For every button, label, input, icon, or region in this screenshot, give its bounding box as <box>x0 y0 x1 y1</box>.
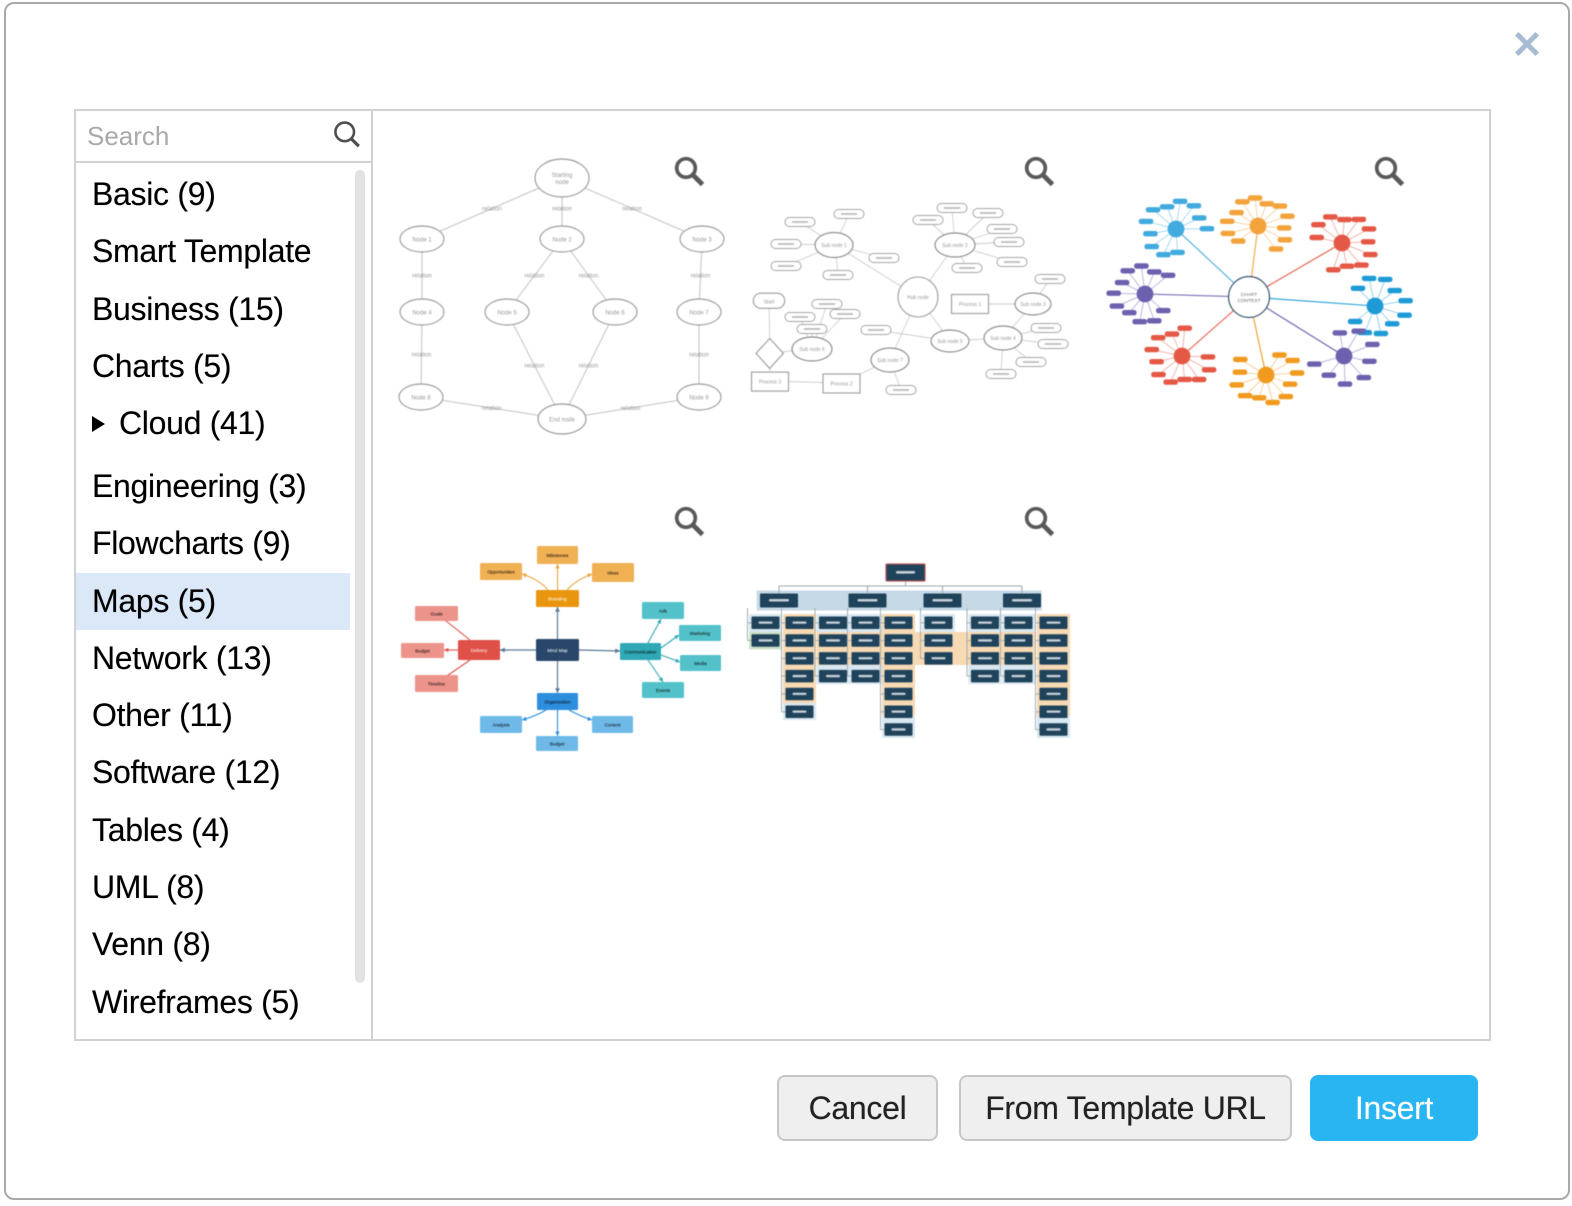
svg-text:Node 7: Node 7 <box>689 310 709 316</box>
svg-text:relation: relation <box>691 274 711 280</box>
svg-text:relation: relation <box>482 207 502 213</box>
svg-text:Mind Map: Mind Map <box>547 648 568 653</box>
svg-text:Node 2: Node 2 <box>552 237 572 243</box>
svg-text:relation: relation <box>482 406 502 412</box>
svg-text:Sub node 4: Sub node 4 <box>990 336 1016 342</box>
svg-text:relation: relation <box>622 207 642 213</box>
svg-text:Process 3: Process 3 <box>759 380 781 386</box>
svg-text:relation: relation <box>579 274 599 280</box>
svg-text:Node 4: Node 4 <box>412 310 432 316</box>
svg-text:Ideas: Ideas <box>607 571 619 576</box>
svg-text:Media: Media <box>694 661 707 666</box>
svg-text:Budget: Budget <box>550 742 565 747</box>
svg-text:Sub node 5: Sub node 5 <box>937 339 963 345</box>
svg-text:relation: relation <box>525 364 545 370</box>
svg-text:Node 6: Node 6 <box>605 310 625 316</box>
svg-text:relation: relation <box>412 353 432 359</box>
svg-text:Organization: Organization <box>544 700 570 705</box>
svg-text:Branding: Branding <box>548 597 567 602</box>
svg-text:Budget: Budget <box>415 649 430 654</box>
svg-text:relation: relation <box>689 353 709 359</box>
svg-text:Node 8: Node 8 <box>411 395 431 401</box>
svg-text:Sub node 6: Sub node 6 <box>799 347 825 353</box>
svg-text:End node: End node <box>549 417 575 423</box>
svg-text:Process 1: Process 1 <box>959 302 981 308</box>
svg-text:Start: Start <box>764 300 775 306</box>
svg-text:CHART: CHART <box>1241 292 1258 298</box>
svg-text:Analysis: Analysis <box>492 723 510 728</box>
svg-text:relation: relation <box>525 274 545 280</box>
svg-text:Ads: Ads <box>659 609 668 614</box>
svg-text:Sub node 2: Sub node 2 <box>942 243 968 249</box>
svg-text:Starting: Starting <box>552 173 573 179</box>
svg-text:Node 1: Node 1 <box>412 237 432 243</box>
svg-text:CONTEXT: CONTEXT <box>1238 298 1261 304</box>
svg-text:Events: Events <box>656 688 671 693</box>
svg-text:relation: relation <box>621 406 641 412</box>
svg-text:Goals: Goals <box>430 612 443 617</box>
svg-text:Sub node 7: Sub node 7 <box>877 358 903 364</box>
svg-text:Marketing: Marketing <box>690 631 711 636</box>
svg-text:Sub node 3: Sub node 3 <box>1020 302 1046 308</box>
svg-text:Node 3: Node 3 <box>692 237 712 243</box>
svg-text:Sub node 1: Sub node 1 <box>821 243 847 249</box>
svg-text:Communication: Communication <box>625 650 657 655</box>
svg-text:Node 5: Node 5 <box>497 310 517 316</box>
svg-text:Hub node: Hub node <box>907 295 929 301</box>
svg-text:Milestones: Milestones <box>547 553 570 558</box>
svg-text:Node 9: Node 9 <box>689 395 709 401</box>
svg-text:relation: relation <box>579 364 599 370</box>
svg-text:relation: relation <box>552 207 572 213</box>
svg-text:Process 2: Process 2 <box>830 382 852 388</box>
svg-text:Opportunities: Opportunities <box>487 570 515 575</box>
svg-text:node: node <box>555 180 569 186</box>
svg-text:Content: Content <box>604 723 621 728</box>
svg-text:Delivery: Delivery <box>471 648 488 653</box>
svg-text:Timeline: Timeline <box>428 682 446 687</box>
svg-text:relation: relation <box>412 274 432 280</box>
